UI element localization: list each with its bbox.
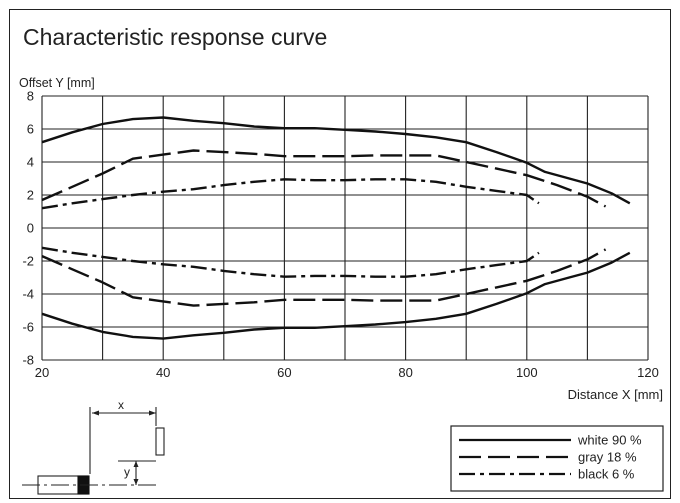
series-line-solid-lower	[41, 251, 631, 340]
y-tick-label: 8	[27, 89, 34, 104]
y-tick-label: 0	[27, 221, 34, 236]
y-tick-label: 4	[27, 155, 34, 170]
chart-title: Characteristic response curve	[23, 24, 328, 50]
y-tick-label: -8	[22, 353, 34, 368]
sensor-diagram: x y	[22, 398, 165, 495]
y-tick-label: -6	[22, 320, 34, 335]
x-tick-label: 60	[277, 365, 291, 380]
chart-frame	[9, 9, 671, 499]
legend-box	[450, 425, 664, 492]
legend-label: black 6 %	[578, 467, 635, 482]
series-line-dash-dot-upper	[41, 178, 540, 210]
series-line-dashed-lower	[41, 248, 607, 307]
legend-label: gray 18 %	[578, 450, 637, 465]
x-tick-label: 100	[516, 365, 538, 380]
x-tick-label: 40	[156, 365, 170, 380]
legend-label: white 90 %	[577, 433, 642, 448]
y-tick-label: -4	[22, 287, 34, 302]
y-axis-label: Offset Y [mm]	[19, 76, 95, 90]
series-line-dash-dot-lower	[41, 246, 540, 278]
target-object	[155, 427, 165, 456]
series-line-solid-upper	[41, 116, 631, 205]
x-tick-label: 120	[637, 365, 659, 380]
legend: white 90 % gray 18 % black 6 %	[450, 425, 664, 492]
y-tick-label: 6	[27, 122, 34, 137]
distance-arrowhead-right	[149, 410, 156, 416]
y-tick-label: 2	[27, 188, 34, 203]
offset-label: y	[124, 465, 130, 479]
distance-arrowhead-left	[92, 410, 99, 416]
offset-arrowhead-bottom	[133, 479, 139, 485]
grid	[41, 95, 649, 361]
distance-label: x	[118, 398, 124, 412]
offset-arrowhead-top	[133, 461, 139, 467]
series-line-dashed-upper	[41, 149, 607, 208]
x-tick-label: 80	[398, 365, 412, 380]
y-tick-label: -2	[22, 254, 34, 269]
x-tick-label: 20	[35, 365, 49, 380]
x-axis-label: Distance X [mm]	[568, 387, 663, 402]
series-lines	[41, 116, 631, 340]
